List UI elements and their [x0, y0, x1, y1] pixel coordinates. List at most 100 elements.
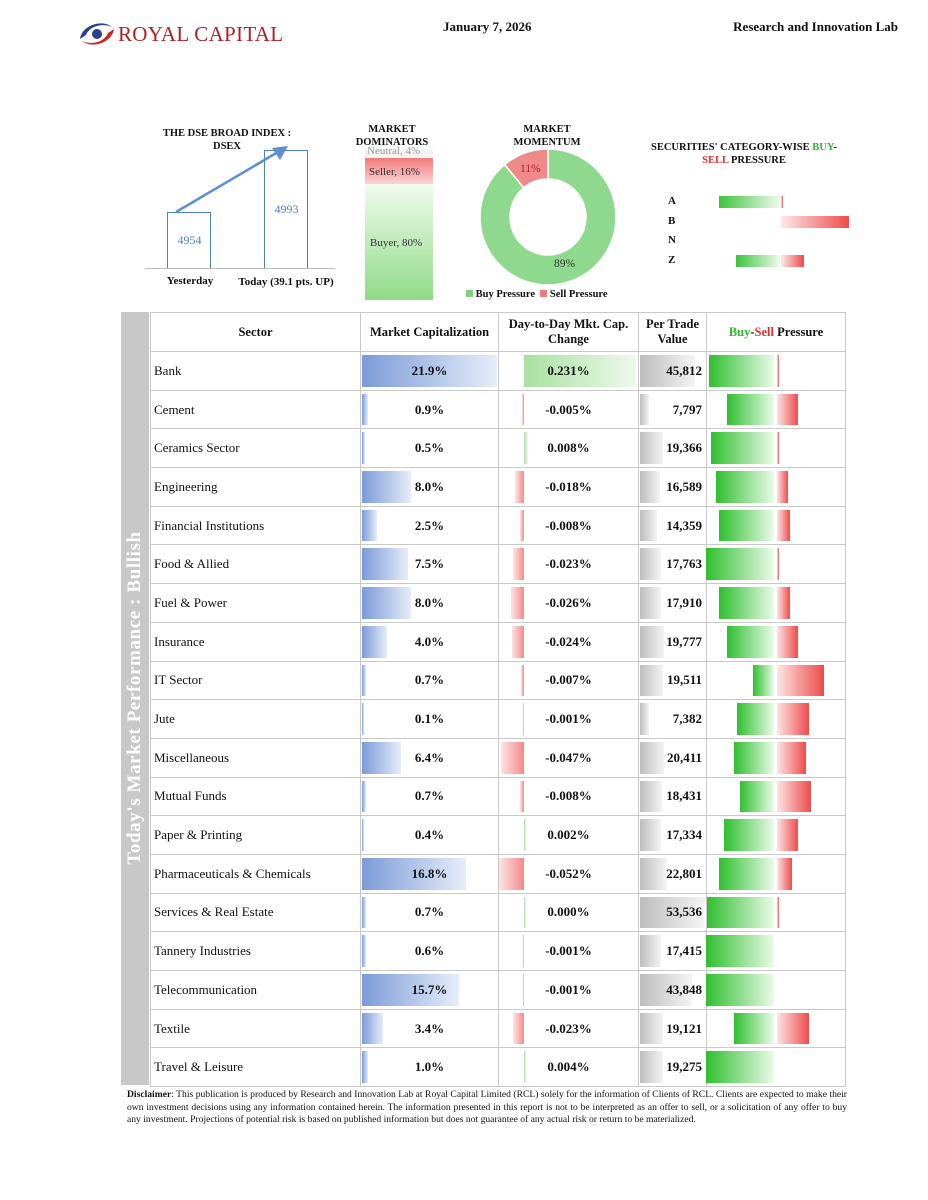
mcap-value: 0.1%: [414, 711, 445, 727]
change-value: -0.007%: [545, 672, 592, 688]
ptv-bar: [640, 471, 660, 503]
legend-sell-swatch: [540, 290, 548, 297]
header-pressure: Buy-Sell Pressure: [706, 312, 846, 352]
table-row: Bank 21.9% 0.231% 45,812: [150, 351, 846, 391]
change-value: 0.002%: [547, 827, 590, 843]
mcap-value: 3.4%: [414, 1020, 445, 1036]
momentum-donut-segments: [479, 148, 617, 286]
sell-pressure-bar: [777, 471, 788, 503]
change-value: -0.001%: [545, 981, 592, 997]
ptv-cell: 45,812: [638, 351, 707, 391]
table-row: Pharmaceuticals & Chemicals 16.8% -0.052% 2…: [150, 853, 846, 894]
change-value: -0.005%: [545, 401, 592, 417]
ptv-cell: 17,910: [638, 583, 707, 623]
header-pressure-buy: Buy: [728, 324, 751, 339]
ptv-cell: 19,275: [638, 1047, 707, 1088]
change-cell: -0.001%: [498, 699, 639, 739]
ptv-bar: [640, 625, 664, 658]
mcap-cell: 3.4%: [360, 1008, 499, 1049]
change-bar: [524, 819, 526, 851]
ptv-cell: 17,334: [638, 815, 707, 855]
buy-pressure-bar: [723, 819, 774, 851]
ptv-cell: 20,411: [638, 737, 707, 778]
ptv-value: 19,777: [666, 633, 702, 649]
category-label: A: [668, 195, 676, 207]
pressure-cell: [706, 892, 846, 933]
ptv-cell: 19,511: [638, 660, 707, 701]
table-row: Engineering 8.0% -0.018% 16,589: [150, 467, 846, 507]
change-value: 0.008%: [547, 440, 590, 456]
ptv-cell: 43,848: [638, 970, 707, 1010]
change-cell: -0.023%: [498, 544, 639, 585]
ptv-bar: [640, 548, 662, 581]
buy-pressure-bar: [705, 548, 774, 581]
mcap-cell: 0.9%: [360, 389, 499, 430]
company-name: ROYAL CAPITAL: [118, 22, 284, 46]
change-value: 0.000%: [547, 904, 590, 920]
ptv-value: 14,359: [666, 517, 702, 533]
sell-pressure-bar: [777, 741, 807, 774]
ptv-value: 7,382: [672, 711, 702, 727]
disclaimer: Disclaimer: This publication is produced…: [127, 1089, 847, 1127]
ptv-value: 19,121: [666, 1020, 702, 1036]
category-label: B: [668, 214, 676, 227]
change-cell: 0.004%: [498, 1047, 639, 1088]
mcap-value: 21.9%: [411, 362, 448, 378]
sector-name: Mutual Funds: [150, 776, 361, 817]
change-value: 0.231%: [547, 362, 590, 378]
mcap-bar: [362, 432, 366, 465]
change-cell: 0.000%: [498, 892, 639, 933]
change-value: -0.008%: [545, 517, 592, 533]
sell-pressure-bar: [777, 780, 811, 813]
change-bar: [522, 935, 524, 967]
change-cell: -0.001%: [498, 970, 639, 1010]
change-value: -0.023%: [545, 556, 592, 572]
ptv-bar: [640, 780, 663, 813]
mcap-bar: [362, 471, 412, 503]
table-row: Mutual Funds 0.7% -0.008% 18,431: [150, 776, 846, 817]
change-value: -0.008%: [545, 788, 592, 804]
mcap-value: 0.9%: [414, 401, 445, 417]
mcap-bar: [362, 625, 387, 658]
momentum-sell-label: 11%: [520, 163, 541, 175]
category-buy-bar: [719, 196, 780, 208]
ptv-value: 45,812: [666, 362, 702, 378]
ptv-bar: [640, 703, 649, 735]
table-row: Textile 3.4% -0.023% 19,121: [150, 1008, 846, 1049]
mcap-bar: [362, 703, 364, 735]
mcap-bar: [362, 509, 378, 542]
dsex-axis: [145, 268, 335, 269]
mcap-bar: [362, 1051, 369, 1084]
ptv-bar: [640, 857, 668, 890]
sell-pressure-bar: [777, 664, 825, 697]
sector-name: Telecommunication: [150, 970, 361, 1010]
dominators-neutral-seg: [365, 150, 433, 158]
disclaimer-text: : This publication is produced by Resear…: [127, 1089, 847, 1126]
change-cell: -0.005%: [498, 389, 639, 430]
mcap-bar: [362, 974, 459, 1006]
ptv-value: 19,366: [666, 440, 702, 456]
ptv-cell: 19,366: [638, 428, 707, 469]
ptv-bar: [640, 819, 661, 851]
sector-name: Services & Real Estate: [150, 892, 361, 933]
sell-pressure-bar: [777, 819, 798, 851]
dominators-buyer-label: Buyer, 80%: [370, 237, 423, 249]
category-title-pre: SECURITIES' CATEGORY-WISE: [651, 142, 813, 153]
mcap-cell: 0.4%: [360, 815, 499, 855]
sector-name: Food & Allied: [150, 544, 361, 585]
change-cell: 0.231%: [498, 351, 639, 391]
sell-pressure-bar: [777, 857, 792, 890]
table-row: Ceramics Sector 0.5% 0.008% 19,366: [150, 428, 846, 469]
category-sell-bar: [781, 215, 850, 228]
ptv-value: 17,334: [666, 827, 702, 843]
mcap-cell: 7.5%: [360, 544, 499, 585]
ptv-bar: [640, 896, 704, 929]
sector-name: Bank: [150, 351, 361, 391]
pressure-cell: [706, 428, 846, 469]
header-ptv: Per Trade Value: [638, 312, 707, 352]
ptv-value: 22,801: [666, 865, 702, 881]
change-bar: [515, 471, 524, 503]
header-pressure-sell: Sell: [754, 324, 774, 339]
change-cell: -0.052%: [498, 853, 639, 894]
sector-name: Miscellaneous: [150, 737, 361, 778]
